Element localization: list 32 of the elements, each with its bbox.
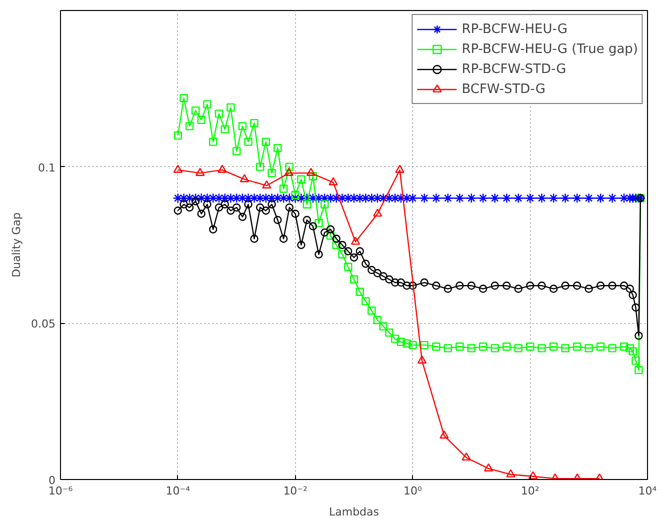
x-tick-label: 10⁴ <box>638 484 658 498</box>
point <box>484 463 494 472</box>
point <box>240 174 250 182</box>
point <box>395 164 404 173</box>
point <box>506 469 516 478</box>
x-tick-label: 10⁻⁶ <box>48 484 74 498</box>
point <box>440 430 449 439</box>
y-tick-label: 0.05 <box>31 318 56 331</box>
point <box>462 452 471 461</box>
y-tick-label: 0.1 <box>38 161 56 174</box>
y-tick-label: 0 <box>48 474 56 487</box>
point <box>196 168 205 176</box>
point <box>528 471 538 480</box>
point <box>372 208 382 217</box>
point <box>173 164 182 173</box>
legend-label: RP-BCFW-STD-G <box>462 62 566 76</box>
x-axis-title: Lambdas <box>328 506 380 518</box>
x-tick-label: 10² <box>520 484 540 498</box>
legend-label: BCFW-STD-G <box>462 82 546 96</box>
x-tick-label: 10⁰ <box>403 484 422 498</box>
point <box>306 168 316 176</box>
legend-label: RP-BCFW-HEU-G (True gap) <box>462 42 638 56</box>
point <box>262 180 272 189</box>
point <box>328 177 338 186</box>
point <box>284 168 294 176</box>
point <box>218 164 227 173</box>
legend-label: RP-BCFW-HEU-G <box>462 22 568 36</box>
x-tick-label: 10⁻⁴ <box>166 484 191 498</box>
point <box>417 355 427 364</box>
x-tick-label: 10⁻² <box>283 484 308 498</box>
y-axis-title: Duality Gap <box>10 212 24 278</box>
point <box>350 236 360 245</box>
